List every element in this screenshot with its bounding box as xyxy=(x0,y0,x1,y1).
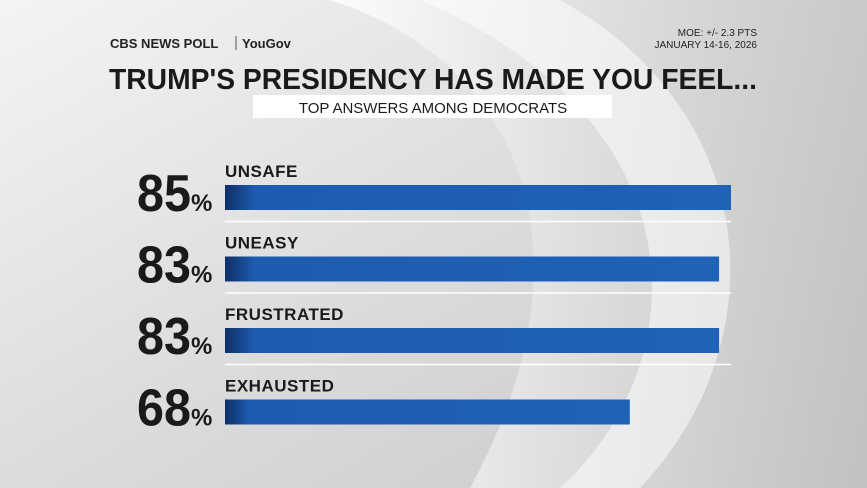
subtitle-box xyxy=(253,95,612,118)
partner: YouGov xyxy=(242,36,292,51)
bar xyxy=(225,185,731,210)
value-label: 85% xyxy=(137,165,212,223)
value-label: 83% xyxy=(137,308,212,366)
background-swoosh xyxy=(330,0,867,488)
category-label: UNSAFE xyxy=(225,162,298,181)
chart-title: TRUMP'S PRESIDENCY HAS MADE YOU FEEL... xyxy=(109,64,757,96)
chart-subtitle: TOP ANSWERS AMONG DEMOCRATS xyxy=(299,100,567,117)
category-label: EXHAUSTED xyxy=(225,377,334,396)
value-label: 68% xyxy=(137,380,212,438)
value-label: 83% xyxy=(137,237,212,295)
moe: MOE: +/- 2.3 PTS xyxy=(678,28,758,39)
brand: CBS NEWS POLL xyxy=(110,36,218,51)
category-label: UNEASY xyxy=(225,234,299,253)
bar xyxy=(225,256,720,282)
dates: JANUARY 14-16, 2026 xyxy=(655,40,758,51)
bar xyxy=(225,328,720,353)
bar xyxy=(225,399,630,425)
background-swoosh xyxy=(420,0,731,488)
category-label: FRUSTRATED xyxy=(225,305,344,324)
